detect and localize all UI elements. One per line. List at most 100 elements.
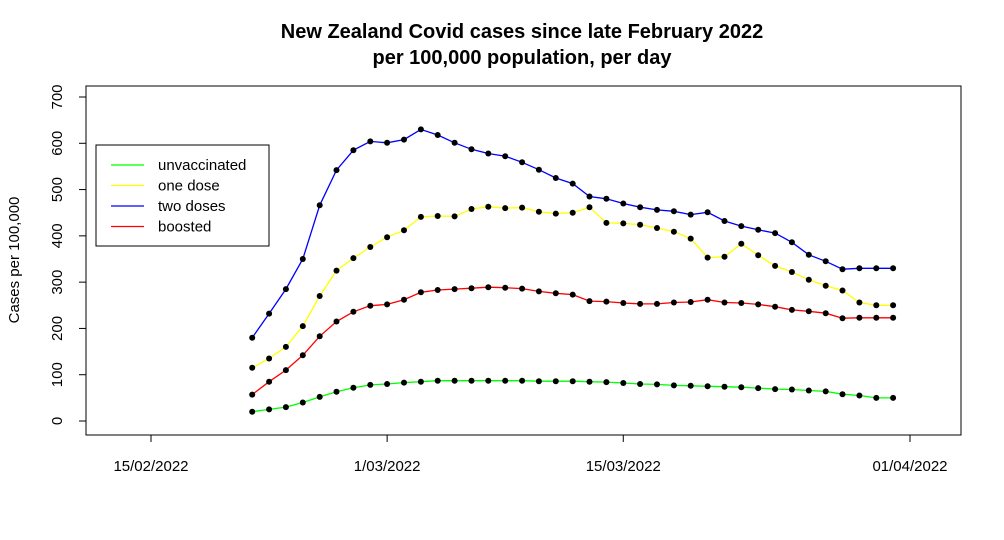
x-tick-label: 1/03/2022 <box>354 458 421 475</box>
data-point <box>704 209 711 216</box>
data-point <box>266 355 273 362</box>
data-point <box>620 200 627 207</box>
y-axis: 0 100 200 300 400 500 600 700 <box>49 84 87 425</box>
data-point <box>384 381 391 387</box>
data-point <box>552 210 559 217</box>
data-point <box>873 394 880 401</box>
data-point <box>805 251 812 258</box>
data-point <box>603 195 610 202</box>
data-point <box>350 384 357 391</box>
y-tick-label: 100 <box>49 362 66 387</box>
y-tick-label: 700 <box>49 84 66 109</box>
data-point <box>772 262 779 269</box>
data-point <box>502 377 509 384</box>
data-point <box>738 223 745 230</box>
data-point <box>350 147 357 154</box>
data-point <box>687 211 694 218</box>
data-point <box>249 334 256 341</box>
legend: unvaccinated one dose two doses boosted <box>95 144 270 247</box>
data-point <box>654 300 660 307</box>
series-points-unvaccinated <box>249 377 897 415</box>
data-point <box>333 267 340 274</box>
data-point <box>282 286 289 293</box>
data-point <box>687 235 694 242</box>
data-point <box>569 180 576 187</box>
data-point <box>822 258 829 265</box>
data-point <box>451 213 458 220</box>
y-tick-label: 500 <box>49 177 66 202</box>
legend-label: unvaccinated <box>158 157 246 174</box>
data-point <box>266 406 273 413</box>
data-point <box>586 378 593 385</box>
x-tick-label: 15/02/2022 <box>113 458 188 475</box>
data-point <box>535 208 542 215</box>
data-point <box>485 284 492 291</box>
data-point <box>569 209 576 216</box>
data-point <box>367 381 374 388</box>
data-point <box>519 204 526 211</box>
data-point <box>805 387 812 394</box>
data-point <box>401 136 407 143</box>
data-point <box>451 377 458 384</box>
data-point <box>502 153 509 160</box>
data-point <box>333 167 340 174</box>
data-point <box>299 399 306 406</box>
data-point <box>282 343 289 350</box>
legend-label: one dose <box>158 178 220 195</box>
data-point <box>687 299 694 305</box>
data-point <box>552 290 559 297</box>
data-point <box>755 385 762 392</box>
data-point <box>316 293 323 299</box>
data-point <box>637 300 644 307</box>
data-point <box>502 284 509 291</box>
data-point <box>620 220 627 227</box>
data-point <box>738 240 745 247</box>
data-point <box>873 302 880 309</box>
data-point <box>839 315 846 322</box>
data-point <box>738 300 745 306</box>
legend-label: boosted <box>158 219 211 236</box>
data-point <box>839 287 846 294</box>
data-point <box>670 382 677 389</box>
data-point <box>519 285 526 292</box>
y-tick-label: 300 <box>49 270 66 295</box>
data-point <box>755 252 762 259</box>
x-tick-label: 01/04/2022 <box>872 458 947 475</box>
data-point <box>552 378 559 385</box>
data-point <box>890 302 897 309</box>
data-point <box>401 227 407 234</box>
data-point <box>384 139 391 146</box>
data-point <box>535 166 542 173</box>
data-point <box>721 253 728 260</box>
chart-title: New Zealand Covid cases since late Febru… <box>281 21 763 43</box>
data-point <box>772 386 779 393</box>
data-point <box>384 301 391 308</box>
data-point <box>333 388 340 395</box>
data-point <box>299 352 306 359</box>
data-point <box>485 150 492 157</box>
data-point <box>654 206 660 213</box>
data-point <box>569 291 576 298</box>
data-point <box>704 254 711 261</box>
data-point <box>367 302 374 309</box>
chart-subtitle: per 100,000 population, per day <box>373 47 673 69</box>
data-point <box>468 285 475 292</box>
data-point <box>839 266 846 273</box>
data-point <box>451 286 458 293</box>
data-point <box>468 206 475 212</box>
data-point <box>434 287 441 293</box>
data-point <box>788 239 795 246</box>
data-point <box>350 308 357 315</box>
data-point <box>755 301 762 308</box>
data-point <box>637 204 644 211</box>
data-point <box>485 203 492 210</box>
data-point <box>603 379 610 386</box>
data-point <box>654 381 660 388</box>
data-point <box>856 314 863 321</box>
series-points-one-dose <box>249 203 897 371</box>
y-tick-label: 200 <box>49 316 66 341</box>
data-point <box>367 138 374 145</box>
data-point <box>620 380 627 386</box>
data-point <box>654 225 660 231</box>
